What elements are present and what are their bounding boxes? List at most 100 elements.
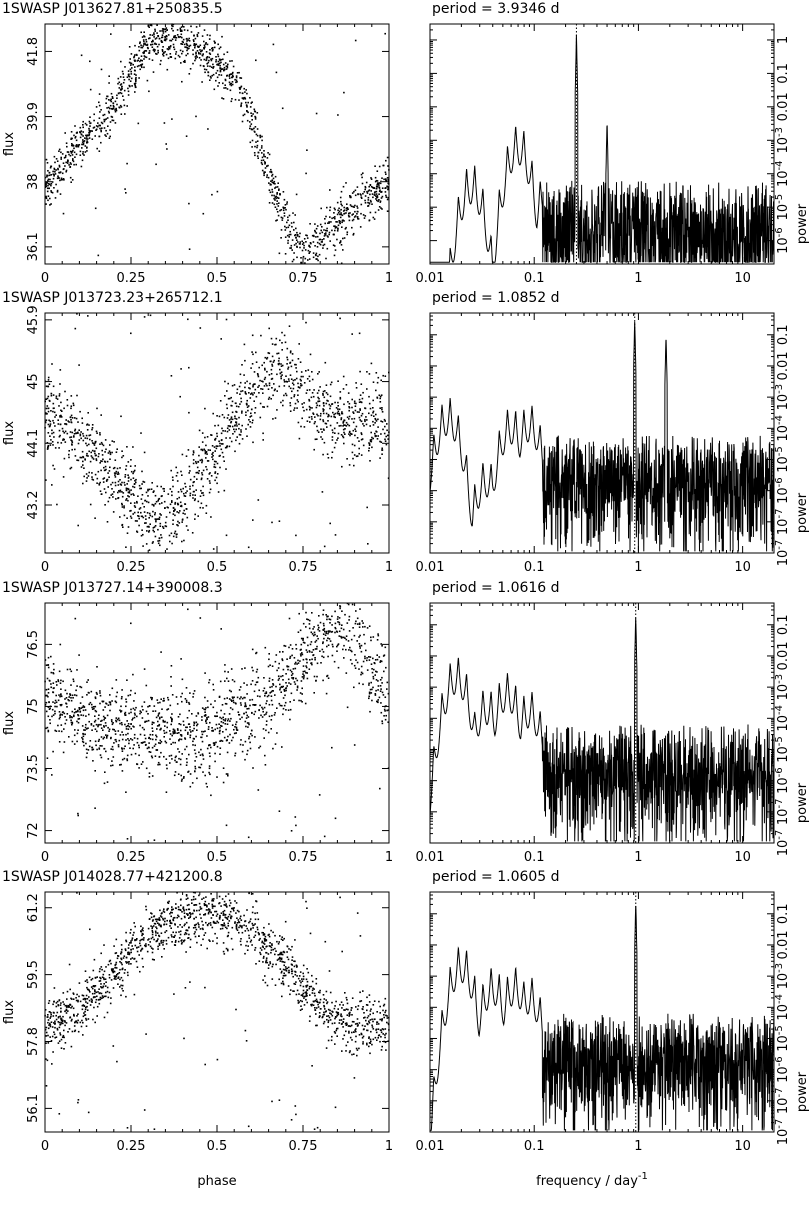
data-point: [183, 724, 185, 726]
data-point: [68, 736, 70, 738]
data-point: [132, 747, 134, 750]
data-point: [257, 386, 259, 388]
data-point: [355, 610, 357, 612]
data-point: [280, 691, 282, 693]
data-point: [155, 163, 157, 166]
data-point: [354, 405, 357, 407]
data-point: [220, 709, 222, 712]
data-point: [219, 59, 221, 62]
data-point: [290, 671, 293, 673]
data-point: [107, 486, 109, 488]
data-point: [320, 412, 322, 415]
data-point: [201, 492, 203, 494]
data-point: [338, 425, 341, 427]
data-point: [199, 327, 202, 329]
data-point: [291, 249, 293, 251]
data-point: [371, 436, 373, 439]
data-point: [329, 622, 331, 624]
data-point: [374, 434, 377, 437]
data-point: [270, 168, 272, 171]
data-point: [81, 417, 83, 420]
data-point: [60, 156, 62, 159]
data-point: [236, 729, 238, 731]
data-point: [91, 428, 93, 431]
data-point: [54, 171, 56, 173]
data-point: [51, 181, 54, 183]
data-point: [174, 35, 177, 37]
data-point: [266, 157, 269, 159]
data-point: [283, 207, 285, 210]
data-point: [47, 199, 49, 202]
data-point: [162, 527, 165, 529]
data-point: [318, 253, 321, 256]
x-tick-label: 0: [41, 271, 49, 286]
data-point: [143, 58, 145, 60]
data-point: [220, 628, 222, 630]
data-point: [98, 101, 100, 104]
data-point: [249, 121, 251, 123]
data-point: [254, 388, 257, 391]
data-point: [126, 446, 128, 448]
panel-title: 1SWASP J013727.14+390008.3: [2, 580, 223, 596]
data-point: [172, 523, 174, 525]
data-point: [375, 187, 378, 190]
data-point: [353, 400, 356, 403]
data-point: [127, 738, 129, 740]
data-point: [217, 60, 220, 63]
data-point: [106, 460, 109, 463]
data-point: [292, 258, 295, 261]
data-point: [171, 719, 173, 721]
data-point: [274, 388, 276, 391]
data-point: [215, 460, 217, 463]
data-point: [322, 651, 325, 653]
data-point: [63, 438, 65, 441]
data-point: [89, 122, 91, 125]
data-point: [154, 518, 157, 520]
data-point: [219, 400, 222, 402]
data-point: [69, 431, 72, 433]
data-point: [130, 711, 132, 714]
data-point: [120, 415, 122, 418]
data-point: [333, 446, 336, 449]
data-point: [121, 495, 124, 498]
data-point: [296, 689, 298, 691]
data-point: [52, 177, 55, 180]
data-point: [313, 448, 315, 451]
data-point: [226, 390, 228, 392]
data-point: [277, 182, 279, 184]
data-point: [301, 249, 304, 252]
data-point: [103, 747, 106, 750]
data-point: [208, 52, 211, 54]
data-point: [187, 771, 189, 773]
data-point: [114, 109, 116, 111]
data-point: [268, 703, 271, 706]
data-point: [283, 215, 286, 217]
data-point: [52, 394, 55, 396]
data-point: [111, 119, 114, 122]
data-point: [119, 764, 121, 766]
data-point: [174, 732, 176, 734]
data-point: [45, 197, 48, 200]
data-point: [188, 709, 190, 712]
data-point: [47, 692, 50, 694]
data-point: [321, 231, 324, 234]
data-point: [184, 737, 186, 739]
data-point: [370, 431, 372, 434]
data-point: [164, 28, 167, 31]
data-point: [337, 643, 340, 645]
data-point: [130, 727, 132, 730]
data-point: [371, 671, 374, 674]
data-point: [143, 31, 145, 33]
data-point: [167, 506, 169, 509]
data-point: [218, 440, 220, 443]
data-point: [80, 54, 83, 57]
data-point: [344, 424, 346, 426]
data-point: [131, 739, 134, 741]
data-point: [156, 725, 159, 727]
data-point: [112, 748, 114, 751]
data-point: [82, 741, 85, 744]
data-point: [134, 506, 137, 508]
data-point: [353, 664, 356, 667]
data-point: [66, 404, 69, 407]
data-point: [239, 393, 241, 395]
